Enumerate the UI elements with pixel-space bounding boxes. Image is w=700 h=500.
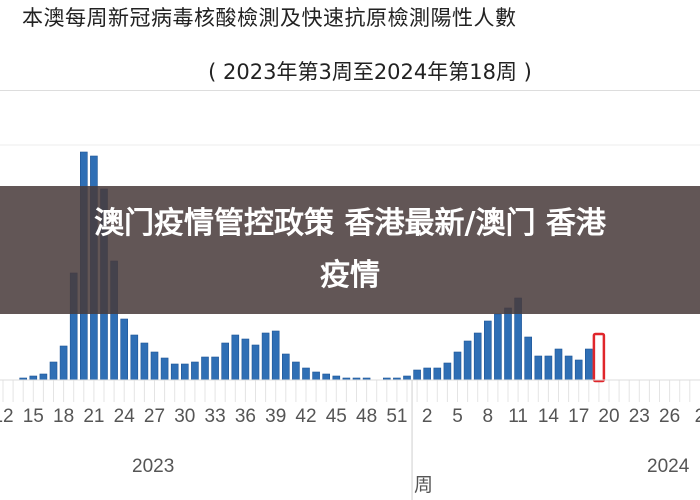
bar-2023-37 [251,344,260,381]
year-label-2023: 2023 [132,456,175,477]
bar-2024-4 [443,362,452,381]
bar-2024-12 [524,336,533,381]
bar-2024-16 [564,355,573,381]
x-tick-label: 20 [598,406,619,427]
bar-2023-36 [241,338,250,381]
bar-2024-15 [554,348,563,381]
bar-2023-16 [39,373,48,381]
x-tick-label: 23 [629,406,650,427]
bar-2023-44 [322,373,331,381]
bar-2024-5 [453,351,462,381]
bar-2024-10 [504,307,512,381]
bar-2023-40 [281,353,290,381]
x-tick-label: 8 [483,406,494,427]
bar-2024-7 [473,332,482,381]
bar-2023-29 [170,363,179,381]
bar-2023-24 [120,318,128,381]
x-tick-label: 51 [386,406,407,427]
bar-2023-32 [201,356,209,381]
bar-2023-26 [140,342,149,381]
bar-2023-30 [181,363,189,381]
x-tick-label: 21 [83,406,104,427]
bar-2023-34 [221,342,229,381]
bar-2024-1 [413,369,421,381]
x-tick-label: 2 [695,406,700,427]
bar-2023-38 [261,332,270,381]
x-tick-label: 12 [0,406,14,427]
bar-2024-14 [544,355,553,381]
x-tick-label: 39 [265,406,286,427]
bar-2023-31 [191,361,199,381]
x-tick-label: 18 [53,406,74,427]
bar-2024-3 [433,367,442,381]
x-tick-label: 11 [508,406,528,427]
x-axis-label: 周 [414,474,434,496]
bar-2024-9 [494,313,502,381]
title-divider [0,90,700,91]
bar-2023-33 [211,356,219,381]
year-label-2024: 2024 [647,456,690,477]
highlight-box [592,332,606,383]
x-tick-label: 5 [452,406,463,427]
x-tick-label: 33 [205,406,226,427]
chart-subtitle: ( 2023年第3周至2024年第18周 ) [208,60,532,84]
x-tick-label: 17 [568,406,589,427]
x-tick-label: 24 [114,406,136,427]
bar-2023-15 [29,375,38,381]
x-tick-label: 14 [538,406,560,427]
bar-2023-39 [271,330,280,381]
x-tick-label: 26 [659,406,680,427]
x-tick-label: 45 [326,406,347,427]
bar-2023-45 [332,375,341,381]
bar-2024-18 [584,348,593,381]
bar-2024-8 [483,320,492,381]
bar-2024-2 [423,367,432,381]
bar-2023-42 [302,367,310,381]
chart-title: 本澳每周新冠病毒核酸檢測及快速抗原檢測陽性人數 [22,6,517,30]
x-tick-label: 36 [235,406,256,427]
bar-2023-28 [160,357,169,381]
bar-2024-13 [534,355,543,381]
x-tick-label: 15 [23,406,44,427]
headline-line-2: 疫情 [320,258,380,293]
bar-2023-18 [59,345,68,381]
bar-2023-35 [231,334,240,381]
bar-2023-52 [403,375,411,381]
x-tick-label: 42 [295,406,316,427]
x-tick-label: 48 [356,406,377,427]
headline-line-1: 澳门疫情管控政策 香港最新/澳门 香港 [94,206,606,241]
bar-2023-43 [312,371,320,381]
bar-2024-17 [574,359,583,381]
bar-2023-41 [292,361,300,381]
bar-2023-27 [150,351,159,381]
bar-2023-25 [130,334,139,381]
x-tick-label: 2 [422,406,433,427]
bar-2024-6 [463,340,472,381]
x-tick-label: 27 [144,406,165,427]
x-tick-label: 30 [174,406,195,427]
headline-banner: 澳门疫情管控政策 香港最新/澳门 香港 疫情 [0,186,700,314]
bar-2023-17 [49,361,58,381]
